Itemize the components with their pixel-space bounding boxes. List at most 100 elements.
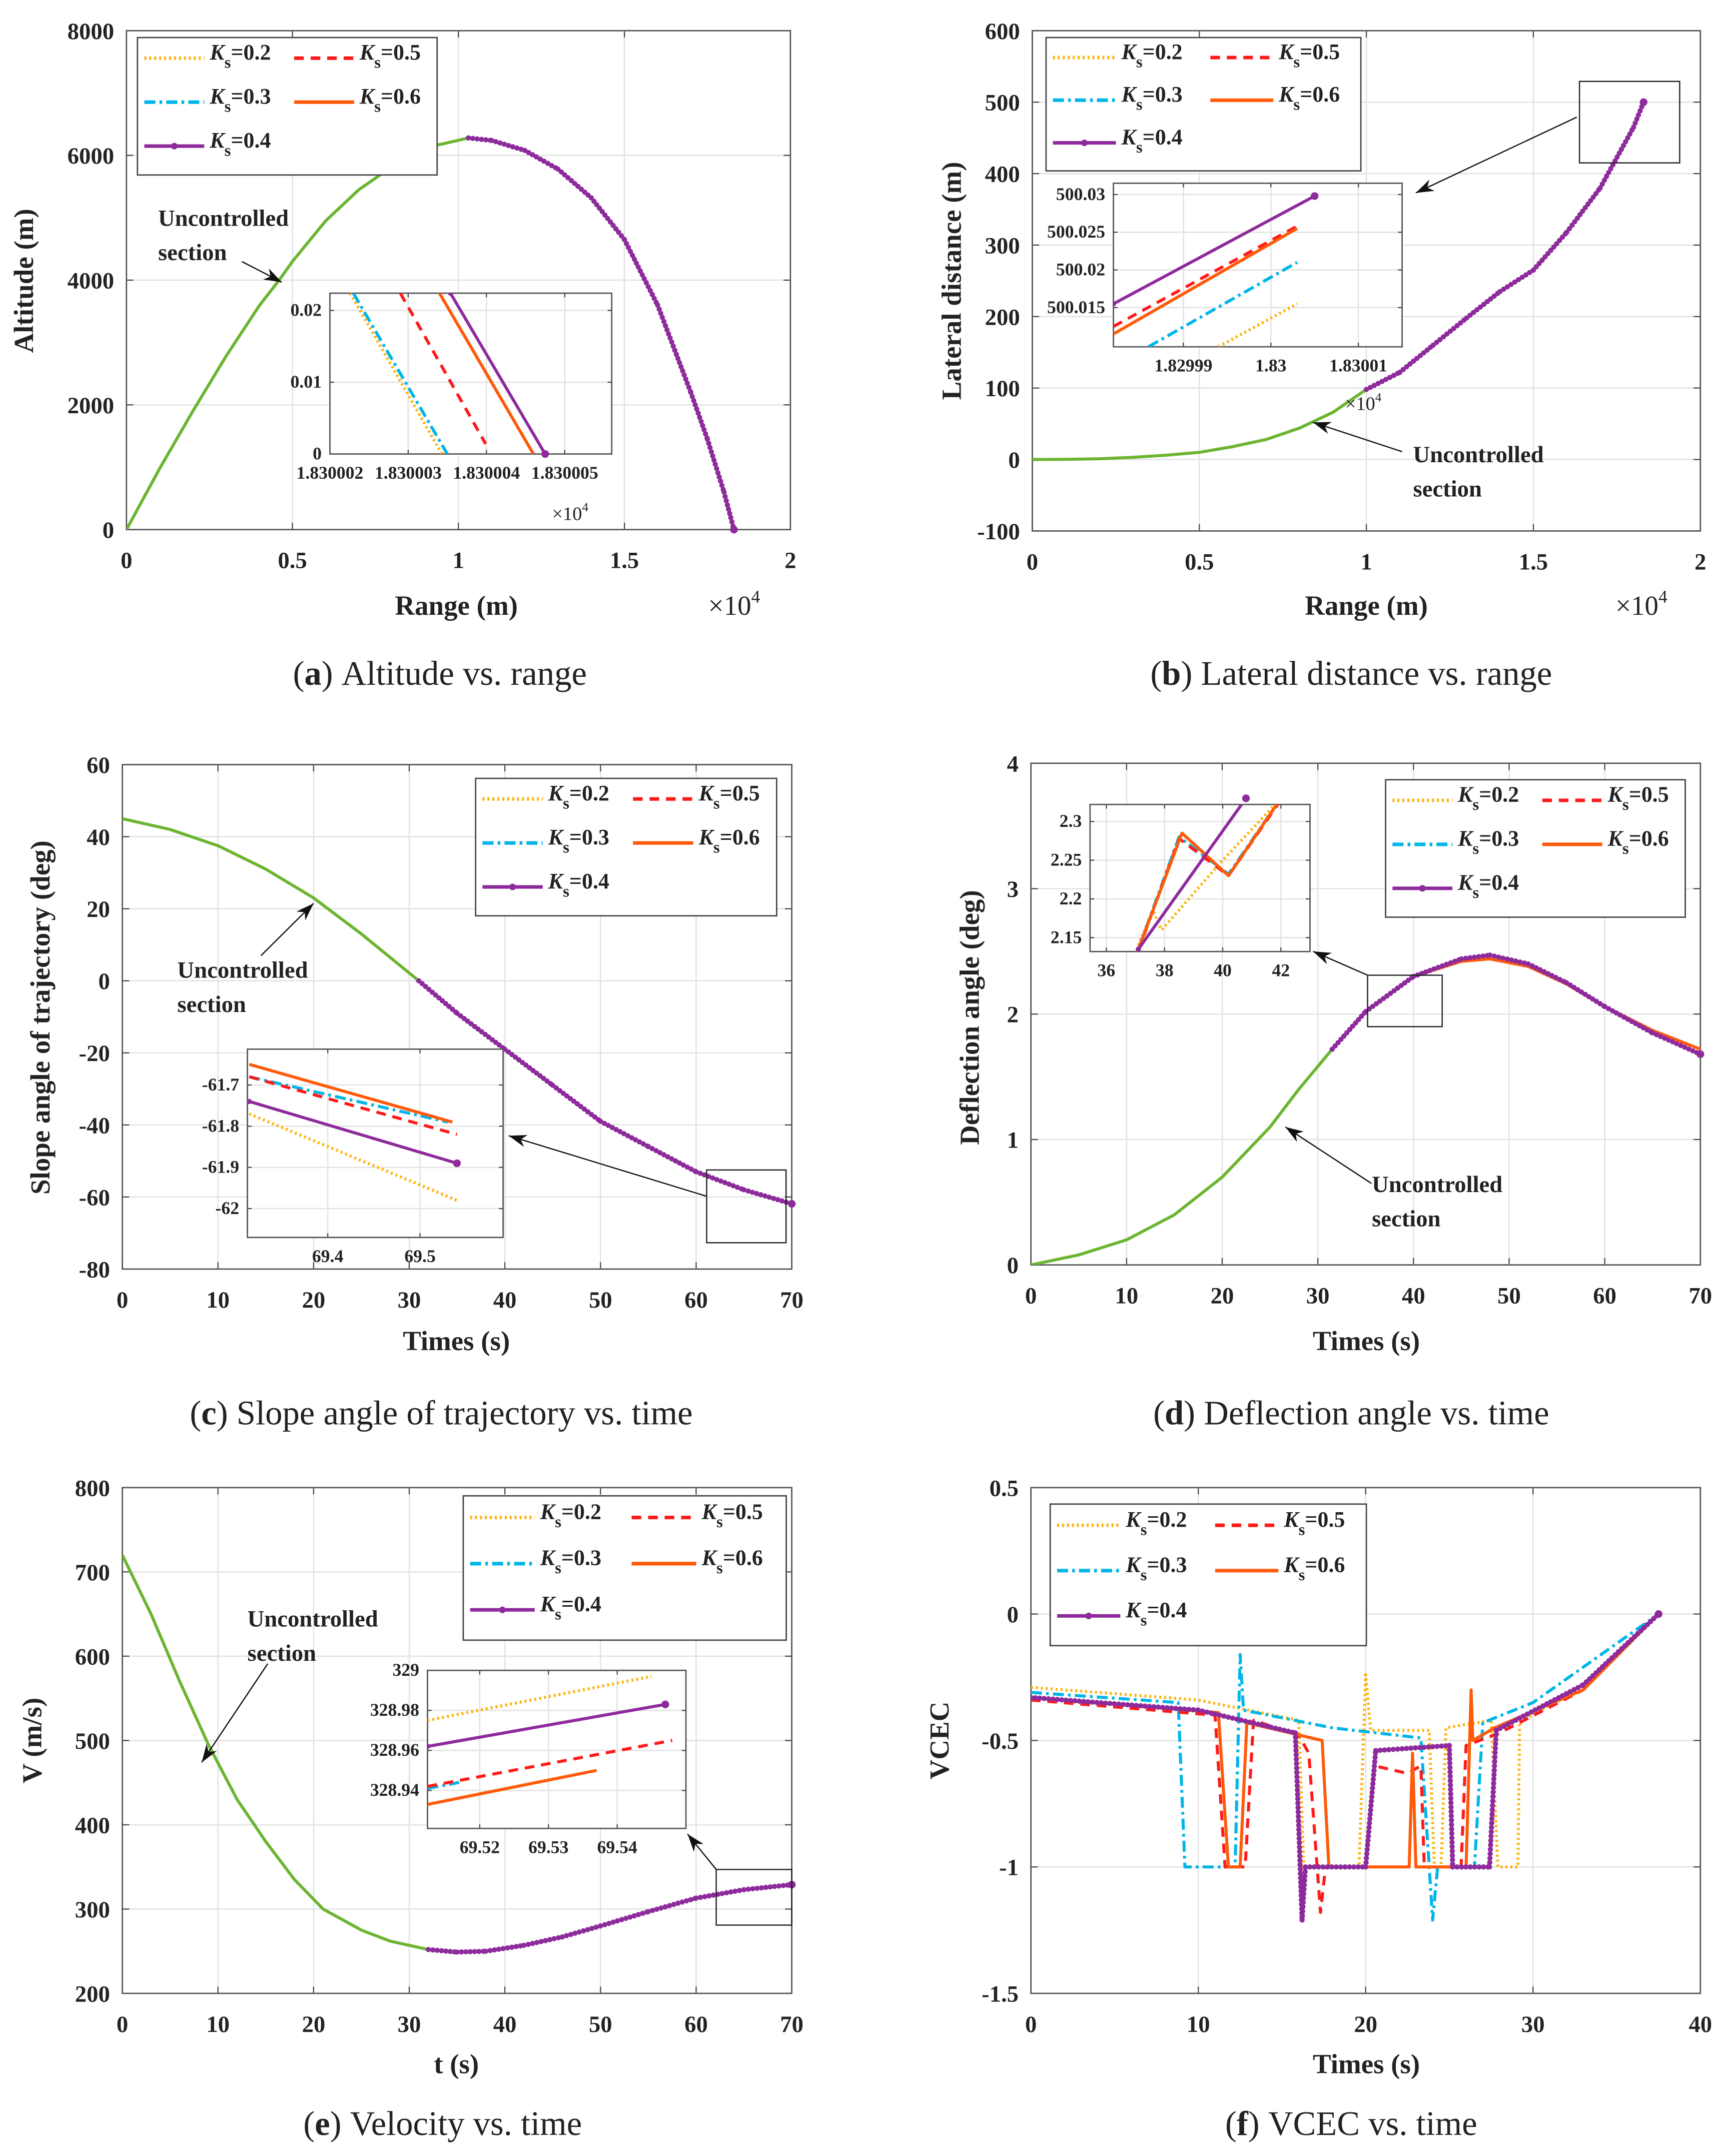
series-marker-ks0.4 [555, 1935, 561, 1940]
series-marker-ks0.4 [1377, 1747, 1383, 1753]
y-tick-label: 0.5 [990, 1475, 1019, 1501]
legend-label: Ks=0.3 [1121, 82, 1183, 114]
series-marker-ks0.4 [1297, 1844, 1302, 1850]
series-marker-ks0.4 [1298, 1871, 1303, 1876]
legend-value: =0.2 [231, 40, 271, 65]
series-marker-ks0.4 [1268, 1724, 1274, 1730]
series-marker-ks0.4 [427, 1743, 430, 1749]
series-marker-ks0.4 [1556, 1695, 1561, 1701]
series-marker-ks0.4 [665, 1154, 670, 1160]
series-marker-ks0.4 [1294, 1774, 1300, 1780]
series-marker-ks0.4 [1217, 1712, 1223, 1718]
legend-label: Ks=0.5 [1607, 782, 1669, 814]
series-line-ks0.2 [427, 1675, 652, 1722]
series-marker-ks0.4 [487, 1948, 493, 1953]
series-marker-ks0.4 [693, 1895, 699, 1901]
series-marker-ks0.4 [1294, 1770, 1300, 1775]
legend-item-ks0.6: Ks=0.6 [633, 825, 760, 856]
series-line-uncontrolled [122, 817, 420, 982]
x-tick-label: 1.830003 [375, 463, 442, 483]
uncontrolled-section-annotation: Uncontrolled section [1285, 950, 1502, 1232]
legend-label: Ks=0.3 [209, 84, 271, 116]
series-marker-ks0.4 [476, 1948, 482, 1954]
y-tick-label: 2.2 [1060, 888, 1082, 908]
series-end-marker-ks0.4 [1639, 98, 1647, 106]
series-marker-ks0.4 [447, 1948, 453, 1954]
series-marker-ks0.4 [1444, 961, 1449, 967]
series-marker-ks0.4 [513, 1944, 519, 1949]
series-marker-ks0.4 [1448, 1791, 1453, 1797]
series-marker-ks0.4 [1300, 1904, 1306, 1910]
series-marker-ks0.4 [745, 1886, 751, 1892]
legend-label: Ks=0.6 [1607, 826, 1669, 858]
series-line-uncontrolled [1032, 388, 1367, 461]
legend-subscript: s [1136, 96, 1143, 114]
x-tick-label: 2 [1694, 549, 1706, 575]
series-marker-ks0.4 [1449, 1848, 1455, 1854]
series-marker-ks0.4 [1559, 1693, 1565, 1699]
inset-frame [247, 1048, 504, 1239]
series-marker-ks0.4 [1351, 1864, 1357, 1870]
series-marker-ks0.4 [666, 331, 671, 337]
series-marker-ks0.4 [659, 315, 665, 320]
x-tick-label: 1.83001 [1329, 356, 1387, 376]
series-marker-ks0.4 [496, 1946, 502, 1952]
x-tick-label: 30 [398, 2011, 421, 2037]
legend-symbol: K [359, 40, 376, 65]
series-marker-ks0.4 [1545, 971, 1551, 976]
series-marker-ks0.4 [1521, 1713, 1526, 1719]
series-marker-ks0.4 [1490, 1785, 1496, 1791]
series-marker-ks0.4 [718, 1178, 724, 1184]
series-marker-ks0.4 [1430, 1744, 1436, 1749]
series-marker-ks0.4 [1476, 954, 1482, 959]
inset-frame [1089, 803, 1311, 952]
series-marker-ks0.4 [664, 327, 670, 333]
y-tick-label: 500.015 [1047, 297, 1105, 317]
series-marker-ks0.4 [1593, 998, 1599, 1004]
multiplier-power: 4 [1658, 586, 1667, 606]
series-marker-ks0.4 [683, 1898, 689, 1904]
caption: (c) Slope angle of trajectory vs. time [190, 1394, 692, 1432]
legend-symbol: K [1121, 40, 1138, 64]
legend-label: Ks=0.2 [1457, 782, 1519, 814]
series-marker-ks0.4 [754, 1885, 760, 1891]
series-marker-ks0.4 [1363, 1864, 1368, 1870]
axis-multiplier: ×104 [552, 501, 588, 524]
legend-subscript: s [1622, 840, 1629, 858]
legend-symbol: K [1457, 826, 1474, 851]
series-marker-ks0.4 [1563, 980, 1569, 985]
legend-value: =0.3 [1143, 82, 1183, 107]
legend-value: =0.4 [569, 869, 609, 893]
series-marker-ks0.4 [509, 1944, 515, 1950]
series-marker-ks0.4 [1295, 1791, 1300, 1797]
legend-item-ks0.5: Ks=0.5 [1215, 1507, 1345, 1539]
annotation-text-line1: Uncontrolled [1413, 442, 1544, 468]
legend-label: Ks=0.5 [701, 1499, 763, 1531]
legend-marker [499, 1606, 506, 1613]
series-marker-ks0.4 [1489, 1807, 1495, 1813]
series-marker-ks0.4 [1631, 124, 1636, 130]
series-marker-ks0.4 [750, 1886, 755, 1892]
series-marker-ks0.4 [434, 1947, 440, 1953]
series-marker-ks0.4 [463, 1949, 469, 1955]
series-marker-ks0.4 [741, 1887, 747, 1892]
series-marker-ks0.4 [1033, 1695, 1038, 1701]
legend-item-ks0.3: Ks=0.3 [144, 84, 271, 116]
series-marker-ks0.4 [1447, 1773, 1453, 1779]
series-line-ks0.4 [249, 1100, 458, 1165]
arrow-head-icon [1285, 1127, 1304, 1142]
series-marker-ks0.4 [1493, 1732, 1499, 1738]
series-marker-ks0.4 [1597, 1001, 1603, 1006]
legend-item-ks0.6: Ks=0.6 [1215, 1553, 1345, 1584]
series-marker-ks0.4 [732, 1888, 738, 1894]
y-tick-label: 300 [75, 1897, 110, 1923]
series-marker-ks0.4 [1537, 967, 1543, 972]
series-marker-ks0.4 [645, 1909, 651, 1914]
series-marker-ks0.4 [1632, 120, 1638, 126]
series-marker-ks0.4 [716, 474, 722, 480]
legend-item-ks0.6: Ks=0.6 [1210, 82, 1340, 114]
series-marker-ks0.4 [1614, 154, 1620, 160]
x-tick-label: 30 [1521, 2011, 1545, 2037]
series-marker-ks0.4 [1488, 1824, 1494, 1830]
series-marker-ks0.4 [708, 449, 714, 455]
